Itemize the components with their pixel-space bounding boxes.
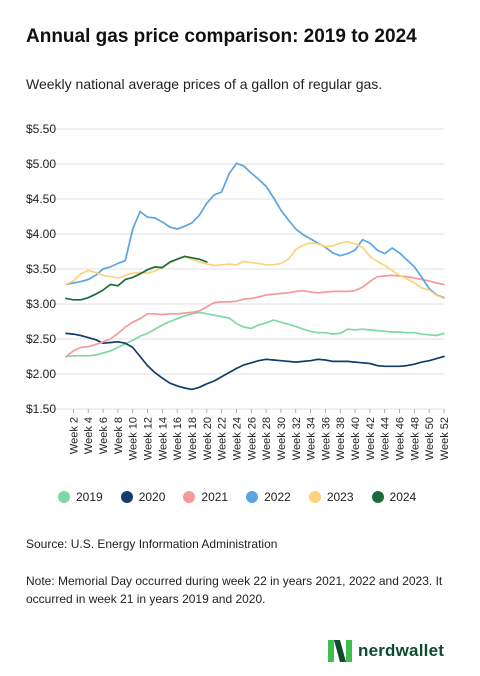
x-tick-label: Week 34	[306, 417, 318, 460]
y-tick-label: $2.50	[26, 332, 56, 346]
x-tick-label: Week 48	[409, 417, 421, 460]
nerdwallet-logo[interactable]: nerdwallet	[328, 640, 444, 662]
x-tick-label: Week 52	[439, 417, 451, 460]
x-tick-label: Week 16	[172, 417, 184, 460]
legend-swatch	[246, 491, 259, 503]
legend-swatch	[308, 491, 321, 503]
y-tick-label: $5.50	[26, 122, 56, 136]
gridlines	[26, 128, 444, 410]
legend-swatch	[58, 491, 70, 503]
legend-label: 2023	[326, 490, 354, 504]
y-tick-label: $2.00	[26, 367, 56, 381]
series-lines	[65, 162, 445, 391]
x-tick-label: Week 50	[424, 417, 436, 460]
series-line-2024	[65, 255, 208, 301]
legend-swatch	[120, 491, 133, 503]
legend-label: 2019	[76, 490, 103, 504]
y-tick-label: $3.00	[26, 297, 56, 311]
note-text: Note: Memorial Day occurred during week …	[26, 574, 443, 606]
x-tick-label: Week 24	[231, 417, 243, 460]
legend-label: 2021	[201, 490, 229, 504]
series-line-2019	[65, 311, 445, 358]
chart-subtitle: Weekly national average prices of a gall…	[26, 76, 383, 92]
legend-swatch	[371, 491, 384, 503]
y-axis-ticks: $1.50 $2.00 $2.50 $3.00 $3.50 $4.00 $4.50 $5.00…	[26, 122, 56, 416]
nerdwallet-logo-text: nerdwallet	[358, 641, 445, 660]
y-tick-label: $4.00	[26, 227, 56, 241]
x-tick-label: Week 6	[98, 417, 110, 454]
x-tick-label: Week 26	[246, 417, 258, 460]
y-tick-label: $3.50	[26, 262, 56, 276]
source-text: Source: U.S. Energy Information Administ…	[26, 537, 278, 551]
x-tick-label: Week 8	[113, 417, 125, 454]
x-tick-label: Week 40	[350, 417, 362, 460]
x-tick-label: Week 46	[395, 417, 407, 460]
line-chart: $1.50 $2.00 $2.50 $3.00 $3.50 $4.00 $4.50 $5.00…	[26, 122, 451, 460]
x-tick-label: Week 18	[187, 417, 199, 460]
y-tick-label: $5.00	[26, 157, 56, 171]
y-tick-label: $4.50	[26, 192, 56, 206]
x-tick-label: Week 12	[143, 417, 155, 460]
legend-label: 2020	[138, 490, 166, 504]
x-tick-label: Week 4	[83, 417, 95, 454]
y-tick-label: $1.50	[26, 402, 56, 416]
x-tick-label: Week 42	[365, 417, 377, 460]
x-tick-label: Week 32	[291, 417, 303, 460]
legend-label: 2022	[264, 490, 291, 504]
series-line-2023	[65, 240, 445, 300]
x-tick-label: Week 36	[320, 417, 332, 460]
legend-item-2024: 2024	[371, 490, 417, 504]
x-tick-label: Week 10	[128, 417, 140, 460]
x-tick-label: Week 30	[276, 417, 288, 460]
legend-item-2021: 2021	[183, 490, 228, 504]
legend-item-2020: 2020	[120, 490, 166, 504]
chart-legend: 2019 2020 2021 2022 2023 2024	[58, 490, 416, 504]
chart-title: Annual gas price comparison: 2019 to 202…	[26, 26, 417, 47]
series-line-2022	[65, 162, 445, 299]
x-tick-label: Week 2	[68, 417, 80, 454]
legend-item-2019: 2019	[58, 490, 103, 504]
x-tick-label: Week 14	[157, 417, 169, 460]
x-axis-ticks: Week 2 Week 4 Week 6 Week 8 Week 10 Week 12 We…	[68, 409, 451, 460]
legend-swatch	[183, 491, 196, 503]
nerdwallet-logo-icon	[328, 640, 352, 662]
series-line-2021	[65, 274, 445, 358]
legend-label: 2024	[389, 490, 417, 504]
x-tick-label: Week 22	[217, 417, 229, 460]
x-tick-label: Week 38	[335, 417, 347, 460]
series-line-2020	[65, 332, 445, 391]
legend-item-2023: 2023	[308, 490, 354, 504]
x-tick-label: Week 44	[380, 417, 392, 460]
x-tick-label: Week 20	[202, 417, 214, 460]
legend-item-2022: 2022	[246, 490, 291, 504]
x-tick-label: Week 28	[261, 417, 273, 460]
